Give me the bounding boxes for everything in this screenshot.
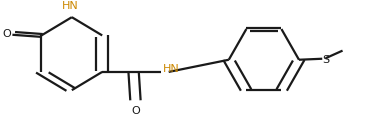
Text: O: O <box>2 29 11 39</box>
Text: O: O <box>131 105 140 115</box>
Text: S: S <box>322 54 329 64</box>
Text: HN: HN <box>62 1 78 11</box>
Text: HN: HN <box>163 63 180 73</box>
